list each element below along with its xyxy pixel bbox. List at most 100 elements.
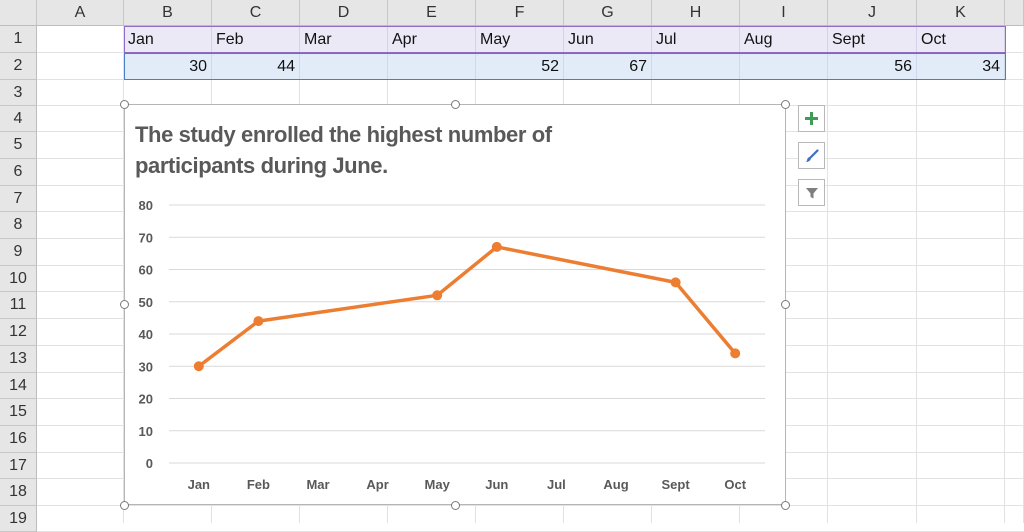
data-point [670, 277, 681, 288]
value-cell[interactable]: 34 [917, 53, 1005, 80]
month-cell[interactable]: Feb [212, 26, 300, 53]
value-cell[interactable] [652, 53, 740, 80]
x-tick-label: Jul [547, 477, 566, 492]
row-header-15[interactable]: 15 [0, 399, 37, 426]
month-cell[interactable]: May [476, 26, 564, 53]
row-header-3[interactable]: 3 [0, 80, 37, 106]
column-header-next[interactable] [1005, 0, 1024, 26]
row-header-5[interactable]: 5 [0, 132, 37, 159]
paintbrush-icon [805, 148, 819, 162]
column-header-d[interactable]: D [300, 0, 388, 26]
x-tick-label: Aug [603, 477, 628, 492]
chart-resize-handle-top-right[interactable] [781, 100, 790, 109]
data-point [491, 241, 502, 252]
column-header-e[interactable]: E [388, 0, 476, 26]
value-cell[interactable]: 44 [212, 53, 300, 80]
column-header-b[interactable]: B [124, 0, 212, 26]
column-header-j[interactable]: J [828, 0, 917, 26]
chart-elements-button[interactable] [798, 105, 825, 132]
row-header-13[interactable]: 13 [0, 346, 37, 373]
value-cell[interactable]: 52 [476, 53, 564, 80]
data-point [432, 290, 443, 301]
month-cell[interactable]: Jul [652, 26, 740, 53]
row-header-18[interactable]: 18 [0, 479, 37, 506]
x-tick-label: Sept [662, 477, 691, 492]
x-tick-label: Jan [188, 477, 210, 492]
line-chart[interactable]: The study enrolled the highest number of… [124, 104, 786, 505]
chart-plot: 0 10 20 30 40 50 60 70 80 Jan Feb Mar Apr May Jun Jul Au… [139, 198, 765, 492]
data-point [253, 316, 264, 327]
column-gridline [123, 26, 124, 523]
y-tick-label: 50 [139, 295, 153, 310]
column-header-i[interactable]: I [740, 0, 828, 26]
row-header-4[interactable]: 4 [0, 106, 37, 132]
column-gridline [916, 26, 917, 523]
chart-filters-button[interactable] [798, 179, 825, 206]
column-header-g[interactable]: G [564, 0, 652, 26]
x-tick-label: Oct [724, 477, 746, 492]
month-cell[interactable]: Mar [300, 26, 388, 53]
chart-styles-button[interactable] [798, 142, 825, 169]
row-header-6[interactable]: 6 [0, 159, 37, 186]
month-cell[interactable]: Jan [124, 26, 212, 53]
value-cell[interactable] [300, 53, 388, 80]
column-header-c[interactable]: C [212, 0, 300, 26]
month-cell[interactable]: Sept [828, 26, 917, 53]
value-cell[interactable]: 30 [124, 53, 212, 80]
row-header-10[interactable]: 10 [0, 266, 37, 292]
data-point [730, 348, 741, 359]
row-header-14[interactable]: 14 [0, 373, 37, 399]
column-header-h[interactable]: H [652, 0, 740, 26]
x-tick-label: May [425, 477, 451, 492]
row-header-12[interactable]: 12 [0, 319, 37, 346]
y-tick-label: 30 [139, 359, 153, 374]
y-tick-label: 10 [139, 424, 153, 439]
x-tick-label: Mar [306, 477, 329, 492]
value-cell[interactable] [740, 53, 828, 80]
month-cell[interactable]: Apr [388, 26, 476, 53]
row-header-2[interactable]: 2 [0, 53, 37, 80]
row-header-17[interactable]: 17 [0, 453, 37, 479]
x-tick-label: Apr [366, 477, 388, 492]
row-header-19[interactable]: 19 [0, 506, 37, 532]
data-point [193, 361, 204, 372]
y-tick-label: 60 [139, 263, 153, 278]
y-tick-label: 40 [139, 327, 153, 342]
x-tick-label: Jun [485, 477, 508, 492]
chart-resize-handle-right[interactable] [781, 300, 790, 309]
y-tick-label: 20 [139, 392, 153, 407]
y-tick-label: 70 [139, 230, 153, 245]
value-cell[interactable]: 56 [828, 53, 917, 80]
y-tick-label: 0 [146, 456, 153, 471]
month-cell[interactable]: Jun [564, 26, 652, 53]
column-header-a[interactable]: A [37, 0, 124, 26]
row-header-8[interactable]: 8 [0, 212, 37, 239]
row-header-16[interactable]: 16 [0, 426, 37, 453]
x-tick-label: Feb [247, 477, 270, 492]
row-header-9[interactable]: 9 [0, 239, 37, 266]
y-tick-label: 80 [139, 198, 153, 213]
row-header-11[interactable]: 11 [0, 292, 37, 319]
chart-resize-handle-left[interactable] [120, 300, 129, 309]
column-header-k[interactable]: K [917, 0, 1005, 26]
chart-resize-handle-bottom[interactable] [451, 501, 460, 510]
column-header-f[interactable]: F [476, 0, 564, 26]
chart-resize-handle-top-left[interactable] [120, 100, 129, 109]
series-line [197, 245, 737, 368]
row-header-7[interactable]: 7 [0, 186, 37, 212]
chart-title: The study enrolled the highest number of… [135, 122, 552, 178]
column-gridline [1004, 26, 1005, 523]
chart-resize-handle-bottom-right[interactable] [781, 501, 790, 510]
month-cell[interactable]: Oct [917, 26, 1005, 53]
chart-resize-handle-bottom-left[interactable] [120, 501, 129, 510]
chart-resize-handle-top[interactable] [451, 100, 460, 109]
value-cell[interactable]: 67 [564, 53, 652, 80]
value-cell[interactable] [388, 53, 476, 80]
month-cell[interactable]: Aug [740, 26, 828, 53]
row-header-1[interactable]: 1 [0, 26, 37, 53]
select-all-corner[interactable] [0, 0, 37, 26]
column-gridline [827, 26, 828, 523]
filter-icon [805, 187, 818, 198]
row-gridline [37, 505, 1024, 506]
